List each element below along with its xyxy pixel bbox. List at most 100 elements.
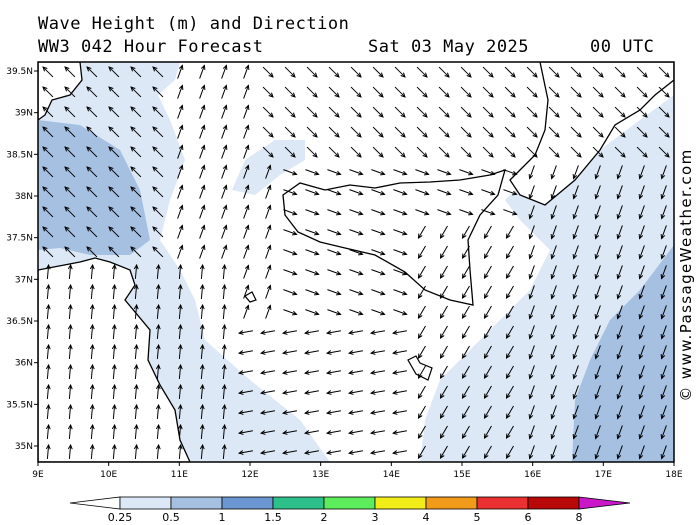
wave-arrow [152, 146, 164, 158]
wave-arrow [199, 124, 206, 139]
wave-arrow [86, 166, 98, 178]
wave-arrow [483, 265, 492, 280]
wave-arrow [306, 146, 318, 158]
direction-arrows [42, 64, 670, 460]
lat-label: 38N [15, 192, 33, 202]
wave-arrow [616, 285, 623, 300]
wave-arrow [548, 126, 560, 138]
wave-arrow [237, 350, 253, 355]
wave-arrow [439, 365, 448, 380]
wave-arrow [592, 126, 604, 138]
land-tunisia [38, 257, 191, 462]
wave-arrow [42, 186, 54, 198]
wave-arrow [548, 146, 560, 158]
wave-arrow [42, 166, 54, 178]
wave-arrow [528, 385, 535, 400]
wave-arrow [391, 350, 407, 355]
wave-arrow [199, 383, 205, 400]
wave-arrow [417, 245, 426, 260]
wave-arrow [177, 383, 183, 400]
wave-arrow [89, 323, 95, 340]
wave-arrow [459, 169, 474, 176]
wave-arrow [461, 365, 470, 380]
wave-arrow [306, 126, 318, 138]
wave-arrow [504, 146, 516, 158]
wave-arrow [371, 269, 386, 276]
wave-arrow [283, 189, 298, 196]
wave-arrow [439, 405, 448, 420]
wave-arrow [133, 423, 139, 440]
wave-arrow [45, 443, 51, 460]
wave-arrow [199, 84, 206, 99]
wave-arrow [64, 126, 76, 138]
wave-arrow [594, 405, 601, 420]
wave-arrow [347, 390, 363, 395]
wave-arrow [155, 323, 161, 340]
legend-label: 4 [423, 511, 430, 524]
wave-arrow [111, 403, 117, 420]
wave-arrow [594, 365, 601, 380]
wave-arrow [372, 106, 384, 118]
wave-legend: 0.25 0.5 1 1.5 2 3 4 5 6 8 [69, 496, 631, 524]
wave-arrow [460, 146, 472, 158]
wave-arrow [505, 365, 514, 380]
wave-arrow [265, 164, 272, 179]
wave-arrow [130, 146, 142, 158]
wave-arrow [133, 363, 139, 380]
wave-arrow [111, 423, 117, 440]
wave-arrow [394, 126, 406, 138]
wave-arrow [372, 126, 384, 138]
wave-arrow [550, 325, 557, 340]
wave-arrow [89, 303, 95, 320]
land-calabria [509, 62, 674, 206]
wave-arrow [259, 410, 275, 415]
wave-arrow [221, 403, 227, 420]
wave-arrow [283, 229, 298, 236]
wave-arrow [550, 165, 557, 180]
wave-arrow [237, 410, 253, 415]
wave-arrow [327, 229, 342, 236]
wave-arrow [86, 126, 98, 138]
wave-arrow [303, 450, 319, 455]
wave-arrow [369, 410, 385, 415]
wave-arrow [638, 285, 645, 300]
wave-arrow [614, 106, 626, 118]
wave-arrow [347, 450, 363, 455]
legend-swatch [323, 496, 376, 510]
wave-arrow [221, 144, 228, 159]
wave-arrow [350, 86, 362, 98]
wave-arrow [177, 164, 184, 179]
wave-arrow [371, 289, 386, 296]
wave-arrow [636, 126, 648, 138]
lon-label: 16E [524, 470, 541, 480]
wave-arrow [265, 224, 272, 239]
wave-arrow [199, 283, 205, 300]
wave-arrow [262, 106, 274, 118]
wave-arrow [130, 186, 142, 198]
wave-arrow [438, 86, 450, 98]
wave-arrow [45, 303, 51, 320]
wave-arrow [461, 325, 470, 340]
wave-arrow [237, 370, 253, 375]
wave-arrow [42, 86, 54, 98]
wave-arrow [303, 430, 319, 435]
wave-arrow [504, 66, 516, 78]
wave-arrow [483, 325, 492, 340]
wave-arrow [325, 410, 341, 415]
wave-arrow [660, 305, 667, 320]
forecast-date: Sat 03 May 2025 [368, 37, 530, 57]
wave-arrow [572, 325, 579, 340]
wave-arrow [64, 206, 76, 218]
wave-arrow [393, 229, 408, 236]
wave-arrow [42, 66, 54, 78]
wave-arrow [417, 325, 426, 340]
wave-arrow [660, 285, 667, 300]
wave-arrow [550, 265, 557, 280]
wave-arrow [284, 66, 296, 78]
wave-arrow [528, 365, 535, 380]
wave-arrow [638, 265, 645, 280]
wave-arrow [265, 244, 272, 259]
wave-arrow [221, 224, 228, 239]
wave-arrow [349, 309, 364, 316]
